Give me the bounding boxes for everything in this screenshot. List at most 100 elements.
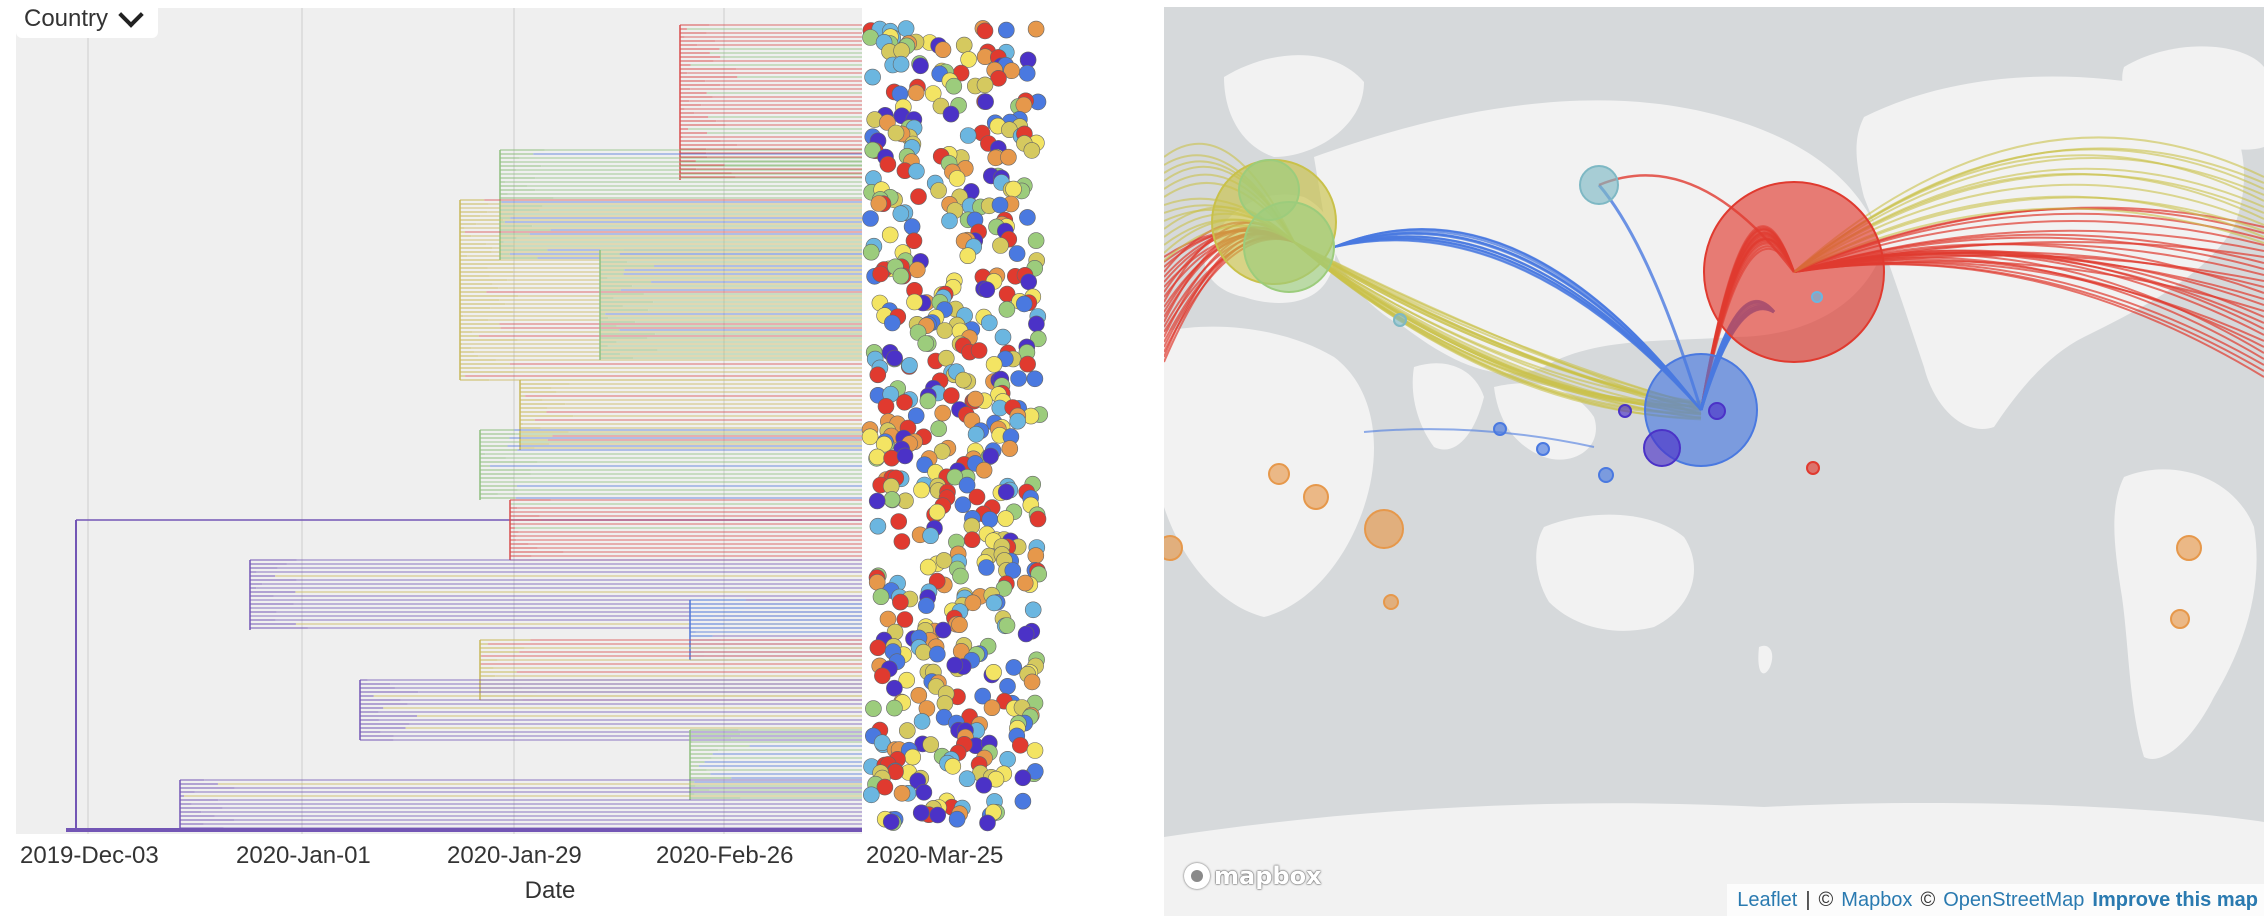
tree-tip[interactable] bbox=[886, 699, 903, 717]
tree-tip[interactable] bbox=[874, 667, 891, 685]
tree-tip[interactable] bbox=[903, 218, 921, 235]
tree-tip[interactable] bbox=[922, 527, 939, 545]
tree-tip[interactable] bbox=[1015, 96, 1033, 114]
tree-tip[interactable] bbox=[978, 281, 996, 299]
tree-tip[interactable] bbox=[865, 700, 882, 717]
tree-tip[interactable] bbox=[998, 617, 1016, 634]
tree-tip[interactable] bbox=[980, 314, 998, 332]
tree-tip[interactable] bbox=[985, 356, 1003, 373]
tree-tip[interactable] bbox=[976, 76, 994, 94]
tree-tip[interactable] bbox=[952, 567, 969, 585]
tree-tip[interactable] bbox=[983, 699, 1001, 717]
tree-tip[interactable] bbox=[945, 77, 963, 95]
tree-tip[interactable] bbox=[924, 85, 942, 102]
tree-tip[interactable] bbox=[881, 226, 899, 244]
tree-tip[interactable] bbox=[896, 611, 914, 628]
tree-tip[interactable] bbox=[913, 713, 931, 730]
tree-tip[interactable] bbox=[868, 492, 886, 510]
location-circle[interactable] bbox=[1618, 404, 1632, 418]
tree-tip[interactable] bbox=[1003, 62, 1020, 79]
tree-tip[interactable] bbox=[1005, 180, 1022, 198]
tree-tip[interactable] bbox=[942, 105, 960, 123]
tree-tip[interactable] bbox=[1010, 370, 1027, 387]
tree-tip[interactable] bbox=[907, 84, 925, 102]
tree-tip[interactable] bbox=[1023, 673, 1041, 691]
tree-tip[interactable] bbox=[930, 182, 947, 199]
tree-tip[interactable] bbox=[936, 322, 954, 339]
tree-tip[interactable] bbox=[935, 552, 953, 569]
tree-tip[interactable] bbox=[974, 687, 992, 705]
tree-tip[interactable] bbox=[933, 443, 951, 460]
tree-tip[interactable] bbox=[997, 510, 1014, 527]
tree-tip[interactable] bbox=[999, 677, 1016, 695]
tree-tip[interactable] bbox=[990, 70, 1007, 87]
tree-tip[interactable] bbox=[1011, 736, 1029, 754]
tree-tip[interactable] bbox=[890, 513, 908, 530]
tree-tip[interactable] bbox=[872, 588, 890, 606]
tree-tip[interactable] bbox=[892, 205, 910, 222]
tree-tip[interactable] bbox=[869, 639, 887, 657]
transmission-arc[interactable] bbox=[1293, 241, 1702, 408]
tree-tip[interactable] bbox=[970, 342, 988, 359]
location-circle[interactable] bbox=[1303, 484, 1329, 510]
tree-tip[interactable] bbox=[928, 645, 946, 663]
tree-tip[interactable] bbox=[948, 170, 966, 187]
tree-tip[interactable] bbox=[1023, 142, 1041, 159]
mapbox-logo[interactable]: mapbox bbox=[1184, 862, 1322, 890]
tree-tip[interactable] bbox=[1029, 510, 1047, 528]
transmission-arc[interactable] bbox=[1333, 231, 1702, 411]
tree-tip[interactable] bbox=[896, 447, 914, 465]
tree-tip[interactable] bbox=[913, 481, 930, 499]
tree-tip[interactable] bbox=[910, 188, 927, 205]
tree-tip[interactable] bbox=[864, 141, 882, 159]
tree-tip[interactable] bbox=[869, 366, 887, 384]
tree-branches[interactable] bbox=[66, 24, 862, 832]
tree-tip[interactable] bbox=[893, 533, 911, 550]
tree-tip[interactable] bbox=[975, 776, 993, 794]
tree-tip[interactable] bbox=[1020, 273, 1037, 291]
tree-tip[interactable] bbox=[919, 392, 937, 410]
tree-tip[interactable] bbox=[929, 806, 947, 824]
tree-tip[interactable] bbox=[892, 267, 910, 285]
tree-tip[interactable] bbox=[958, 476, 976, 494]
transmission-arc[interactable] bbox=[1333, 235, 1702, 411]
tree-tip[interactable] bbox=[912, 804, 930, 822]
tree-tip[interactable] bbox=[886, 349, 903, 367]
tree-tip[interactable] bbox=[981, 511, 999, 528]
tree-tip[interactable] bbox=[910, 686, 928, 704]
location-circle[interactable] bbox=[1383, 594, 1399, 610]
tree-tip[interactable] bbox=[883, 491, 901, 508]
tree-tip[interactable] bbox=[954, 496, 972, 514]
tree-tip[interactable] bbox=[887, 124, 905, 142]
tree-tip[interactable] bbox=[959, 247, 977, 264]
tree-tip[interactable] bbox=[1026, 742, 1044, 759]
tree-tip[interactable] bbox=[978, 559, 995, 576]
tree-tip[interactable] bbox=[997, 21, 1015, 39]
tree-tip[interactable] bbox=[1030, 330, 1047, 348]
location-circle[interactable] bbox=[1164, 535, 1183, 561]
tree-tip[interactable] bbox=[879, 610, 897, 628]
transmission-arc[interactable] bbox=[1333, 228, 1702, 411]
tree-tip[interactable] bbox=[862, 210, 879, 227]
tree-tip[interactable] bbox=[915, 643, 932, 661]
tree-tip[interactable] bbox=[992, 237, 1009, 254]
tree-tip[interactable] bbox=[985, 663, 1002, 681]
location-circle[interactable] bbox=[1238, 159, 1300, 221]
location-circle[interactable] bbox=[2176, 535, 2202, 561]
tree-tip[interactable] bbox=[1027, 232, 1045, 249]
tree-tip[interactable] bbox=[1014, 792, 1032, 810]
tree-tip[interactable] bbox=[861, 428, 879, 446]
tree-tip[interactable] bbox=[979, 814, 996, 832]
tree-tip[interactable] bbox=[908, 162, 925, 180]
improve-map-link[interactable]: Improve this map bbox=[2092, 888, 2258, 911]
tree-svg[interactable] bbox=[0, 0, 1130, 916]
tree-tip[interactable] bbox=[977, 93, 994, 110]
tree-tip[interactable] bbox=[886, 679, 903, 697]
tree-tip[interactable] bbox=[912, 57, 929, 75]
location-circle[interactable] bbox=[1598, 467, 1614, 483]
location-circle[interactable] bbox=[1393, 313, 1407, 327]
tree-tip[interactable] bbox=[976, 22, 994, 40]
tree-tip[interactable] bbox=[1008, 245, 1026, 262]
tree-tip[interactable] bbox=[994, 328, 1012, 346]
location-circle[interactable] bbox=[1536, 442, 1550, 456]
